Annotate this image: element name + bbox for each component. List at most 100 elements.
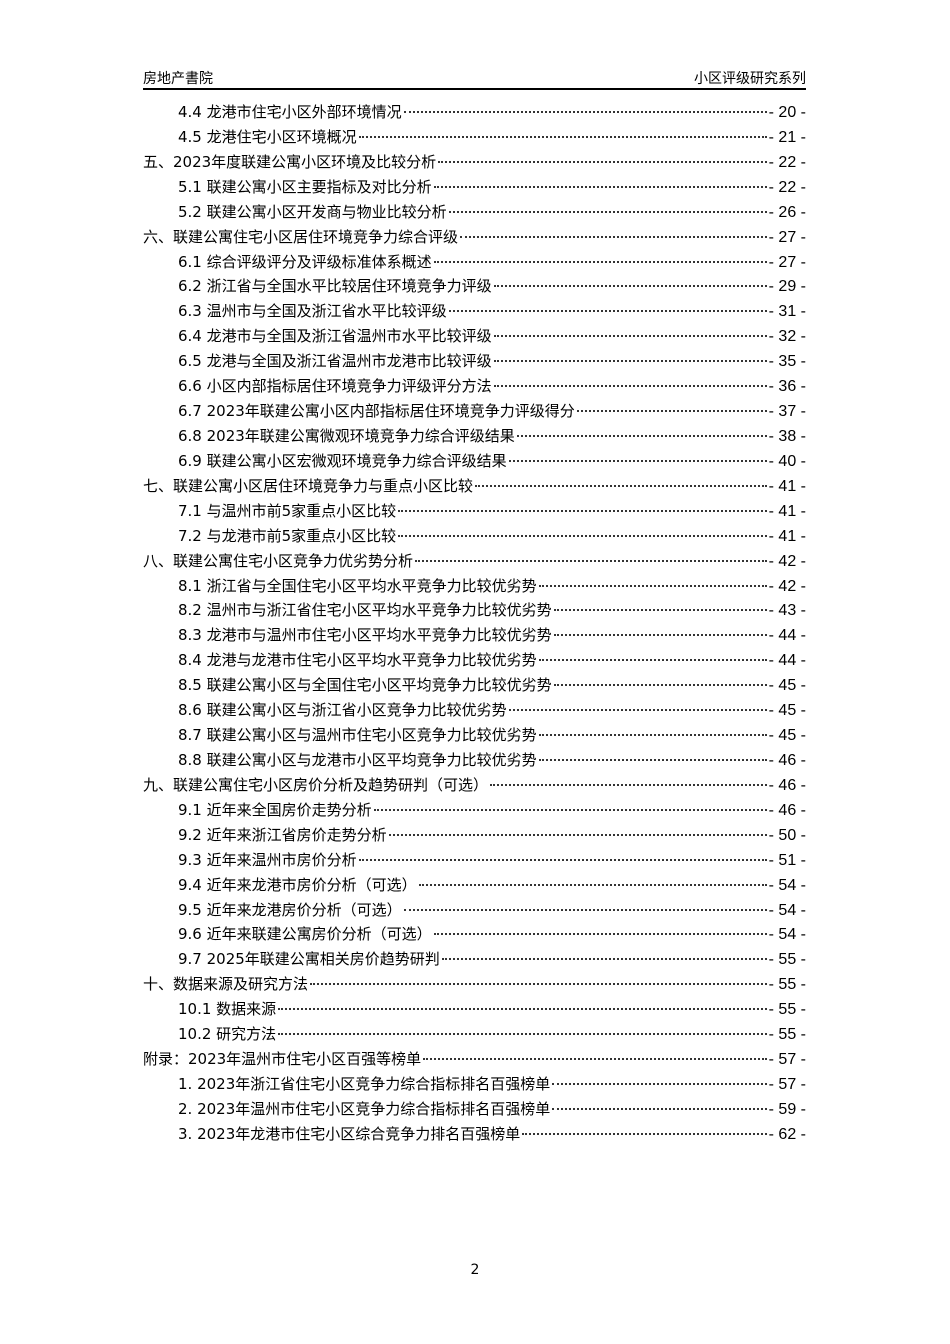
toc-entry[interactable]: 10.1 数据来源 - 55 -: [143, 997, 806, 1022]
toc-entry-page: - 20 -: [768, 104, 806, 121]
toc-entry-page: - 22 -: [768, 178, 806, 196]
toc-entry[interactable]: 6.7 2023年联建公寓小区内部指标居住环境竞争力评级得分 - 37 -: [143, 399, 806, 424]
toc-entry-title: 6.3 温州市与全国及浙江省水平比较评级: [178, 302, 447, 321]
toc-entry[interactable]: 9.5 近年来龙港房价分析（可选） - 54 -: [143, 898, 806, 923]
toc-entry-page: - 21 -: [768, 128, 806, 146]
toc-entry-page: - 32 -: [768, 328, 806, 346]
toc-entry[interactable]: 6.2 浙江省与全国水平比较居住环境竞争力评级 - 29 -: [143, 274, 806, 299]
toc-entry[interactable]: 8.6 联建公寓小区与浙江省小区竞争力比较优劣势 - 45 -: [143, 698, 806, 723]
toc-entry-title: 5.1 联建公寓小区主要指标及对比分析: [178, 177, 432, 196]
dot-leader: [576, 410, 767, 413]
toc-entry-title: 6.4 龙港市与全国及浙江省温州市水平比较评级: [178, 327, 492, 346]
toc-entry[interactable]: 6.5 龙港与全国及浙江省温州市龙港市比较评级 - 35 -: [143, 349, 806, 374]
toc-entry[interactable]: 附录：2023年温州市住宅小区百强等榜单 - 57 -: [143, 1047, 806, 1072]
dot-leader: [433, 933, 767, 936]
toc-entry[interactable]: 9.3 近年来温州市房价分析 - 51 -: [143, 848, 806, 873]
toc-entry[interactable]: 6.6 小区内部指标居住环境竞争力评级评分方法 - 36 -: [143, 374, 806, 399]
toc-entry[interactable]: 9.7 2025年联建公寓相关房价趋势研判 - 55 -: [143, 947, 806, 972]
toc-entry-page: - 55 -: [768, 1026, 806, 1044]
toc-entry[interactable]: 十、数据来源及研究方法 - 55 -: [143, 972, 806, 997]
toc-entry-page: - 46 -: [768, 776, 806, 794]
toc-entry-title: 六、联建公寓住宅小区居住环境竞争力综合评级: [143, 227, 459, 246]
dot-leader: [538, 734, 767, 737]
toc-entry-title: 6.2 浙江省与全国水平比较居住环境竞争力评级: [178, 277, 492, 296]
toc-entry-page: - 22 -: [768, 153, 806, 171]
toc-entry-title: 9.3 近年来温州市房价分析: [178, 850, 357, 869]
toc-entry[interactable]: 8.3 龙港市与温州市住宅小区平均水平竞争力比较优劣势 - 44 -: [143, 623, 806, 648]
table-of-contents: 4.4 龙港市住宅小区外部环境情况 - 20 - 4.5 龙港住宅小区环境概况 - 2…: [143, 100, 806, 1147]
toc-entry[interactable]: 7.1 与温州市前5家重点小区比较 - 41 -: [143, 499, 806, 524]
dot-leader: [493, 360, 767, 363]
toc-entry[interactable]: 9.2 近年来浙江省房价走势分析 - 50 -: [143, 823, 806, 848]
toc-entry-page: - 29 -: [768, 278, 806, 296]
toc-entry[interactable]: 七、联建公寓小区居住环境竞争力与重点小区比较 - 41 -: [143, 474, 806, 499]
toc-entry[interactable]: 9.6 近年来联建公寓房价分析（可选） - 54 -: [143, 922, 806, 947]
dot-leader: [538, 758, 767, 761]
toc-entry-page: - 55 -: [768, 1001, 806, 1019]
toc-entry[interactable]: 9.1 近年来全国房价走势分析 - 46 -: [143, 798, 806, 823]
dot-leader: [552, 1082, 767, 1085]
toc-entry[interactable]: 五、2023年度联建公寓小区环境及比较分析 - 22 -: [143, 150, 806, 175]
dot-leader: [448, 210, 767, 213]
toc-entry[interactable]: 8.5 联建公寓小区与全国住宅小区平均竞争力比较优劣势 - 45 -: [143, 673, 806, 698]
toc-entry-page: - 55 -: [768, 976, 806, 994]
toc-entry-title: 6.1 综合评级评分及评级标准体系概述: [178, 252, 432, 271]
toc-entry[interactable]: 六、联建公寓住宅小区居住环境竞争力综合评级 - 27 -: [143, 225, 806, 250]
toc-entry-page: - 55 -: [768, 951, 806, 969]
toc-entry[interactable]: 6.8 2023年联建公寓微观环境竞争力综合评级结果 - 38 -: [143, 424, 806, 449]
toc-entry[interactable]: 8.8 联建公寓小区与龙港市小区平均竞争力比较优劣势 - 46 -: [143, 748, 806, 773]
dot-leader: [516, 434, 767, 437]
toc-entry[interactable]: 八、联建公寓住宅小区竞争力优劣势分析 - 42 -: [143, 549, 806, 574]
page-header: 房地产書院 小区评级研究系列: [143, 66, 806, 90]
toc-entry[interactable]: 9.4 近年来龙港市房价分析（可选） - 54 -: [143, 873, 806, 898]
toc-entry[interactable]: 3. 2023年龙港市住宅小区综合竞争力排名百强榜单 - 62 -: [143, 1122, 806, 1147]
toc-entry-title: 8.8 联建公寓小区与龙港市小区平均竞争力比较优劣势: [178, 750, 537, 769]
toc-entry[interactable]: 6.1 综合评级评分及评级标准体系概述 - 27 -: [143, 250, 806, 275]
toc-entry[interactable]: 6.3 温州市与全国及浙江省水平比较评级 - 31 -: [143, 299, 806, 324]
toc-entry[interactable]: 5.1 联建公寓小区主要指标及对比分析 - 22 -: [143, 175, 806, 200]
dot-leader: [538, 584, 767, 587]
dot-leader: [398, 534, 767, 537]
dot-leader: [403, 111, 767, 113]
toc-entry-page: - 57 -: [768, 1051, 806, 1069]
toc-entry-page: - 37 -: [768, 403, 806, 421]
toc-entry[interactable]: 6.9 联建公寓小区宏微观环境竞争力综合评级结果 - 40 -: [143, 449, 806, 474]
dot-leader: [310, 983, 767, 986]
dot-leader: [448, 310, 767, 313]
toc-entry[interactable]: 2. 2023年温州市住宅小区竞争力综合指标排名百强榜单 - 59 -: [143, 1097, 806, 1122]
toc-entry[interactable]: 8.1 浙江省与全国住宅小区平均水平竞争力比较优劣势 - 42 -: [143, 574, 806, 599]
toc-entry-title: 8.5 联建公寓小区与全国住宅小区平均竞争力比较优劣势: [178, 676, 552, 695]
dot-leader: [403, 908, 767, 911]
toc-entry[interactable]: 6.4 龙港市与全国及浙江省温州市水平比较评级 - 32 -: [143, 324, 806, 349]
toc-entry-title: 9.4 近年来龙港市房价分析（可选）: [178, 875, 417, 894]
toc-entry-page: - 35 -: [768, 353, 806, 371]
toc-entry-title: 8.1 浙江省与全国住宅小区平均水平竞争力比较优劣势: [178, 576, 537, 595]
toc-entry[interactable]: 4.4 龙港市住宅小区外部环境情况 - 20 -: [143, 100, 806, 125]
toc-entry[interactable]: 1. 2023年浙江省住宅小区竞争力综合指标排名百强榜单 - 57 -: [143, 1072, 806, 1097]
toc-entry-title: 6.7 2023年联建公寓小区内部指标居住环境竞争力评级得分: [178, 402, 575, 421]
dot-leader: [415, 559, 767, 562]
toc-entry-title: 8.3 龙港市与温州市住宅小区平均水平竞争力比较优劣势: [178, 626, 552, 645]
toc-entry[interactable]: 4.5 龙港住宅小区环境概况 - 21 -: [143, 125, 806, 150]
toc-entry-title: 1. 2023年浙江省住宅小区竞争力综合指标排名百强榜单: [178, 1074, 551, 1093]
dot-leader: [508, 459, 767, 462]
toc-entry-page: - 45 -: [768, 702, 806, 720]
dot-leader: [433, 185, 767, 188]
toc-entry[interactable]: 8.7 联建公寓小区与温州市住宅小区竞争力比较优劣势 - 45 -: [143, 723, 806, 748]
toc-entry[interactable]: 九、联建公寓住宅小区房价分析及趋势研判（可选） - 46 -: [143, 773, 806, 798]
toc-entry[interactable]: 8.2 温州市与浙江省住宅小区平均水平竞争力比较优劣势 - 43 -: [143, 598, 806, 623]
toc-entry[interactable]: 5.2 联建公寓小区开发商与物业比较分析 - 26 -: [143, 200, 806, 225]
toc-entry-title: 2. 2023年温州市住宅小区竞争力综合指标排名百强榜单: [178, 1099, 551, 1118]
dot-leader: [373, 808, 767, 811]
toc-entry[interactable]: 8.4 龙港与龙港市住宅小区平均水平竞争力比较优劣势 - 44 -: [143, 648, 806, 673]
toc-entry-page: - 42 -: [768, 577, 806, 595]
dot-leader: [493, 385, 767, 388]
toc-entry-title: 7.1 与温州市前5家重点小区比较: [178, 501, 397, 520]
toc-entry[interactable]: 10.2 研究方法 - 55 -: [143, 1022, 806, 1047]
toc-entry-title: 10.2 研究方法: [178, 1025, 277, 1044]
toc-entry-page: - 57 -: [768, 1075, 806, 1093]
dot-leader: [552, 1107, 767, 1110]
dot-leader: [418, 883, 767, 886]
toc-entry-title: 4.4 龙港市住宅小区外部环境情况: [178, 103, 402, 121]
toc-entry[interactable]: 7.2 与龙港市前5家重点小区比较 - 41 -: [143, 524, 806, 549]
